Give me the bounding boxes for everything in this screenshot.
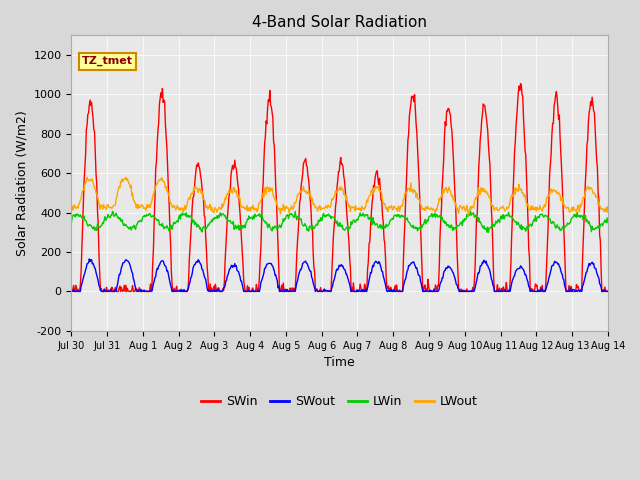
LWout (188, 190, 195, 196)
SWin (133, 288, 141, 294)
LWout (421, 207, 429, 213)
LWout (77, 196, 85, 202)
SWout (77, 283, 85, 289)
Y-axis label: Solar Radiation (W/m2): Solar Radiation (W/m2) (15, 110, 28, 256)
LWin (604, 219, 612, 225)
LWin (420, 219, 428, 225)
SWin (421, 282, 429, 288)
LWin (77, 214, 85, 219)
SWout (421, 288, 429, 294)
SWout (188, 274, 195, 279)
SWin (406, 113, 413, 119)
Line: LWout: LWout (72, 177, 608, 215)
SWin (68, 288, 76, 294)
LWout (133, 202, 141, 207)
LWin (215, 215, 223, 220)
SWin (216, 288, 224, 294)
LWin (187, 213, 195, 219)
LWout (465, 212, 472, 218)
LWin (68, 220, 76, 226)
SWout (133, 288, 141, 294)
LWout (406, 186, 413, 192)
Line: LWin: LWin (72, 211, 608, 232)
Title: 4-Band Solar Radiation: 4-Band Solar Radiation (252, 15, 427, 30)
LWout (604, 204, 612, 210)
Line: SWin: SWin (72, 84, 608, 291)
LWin (467, 208, 474, 214)
LWin (132, 223, 140, 228)
LWin (483, 229, 491, 235)
X-axis label: Time: Time (324, 356, 355, 369)
Line: SWout: SWout (72, 259, 608, 291)
LWout (216, 206, 224, 212)
SWin (516, 81, 524, 86)
Text: TZ_tmet: TZ_tmet (82, 56, 133, 66)
SWin (188, 217, 195, 223)
LWout (122, 174, 130, 180)
Legend: SWin, SWout, LWin, LWout: SWin, SWout, LWin, LWout (196, 390, 483, 413)
SWout (604, 288, 612, 294)
SWin (68, 287, 76, 292)
LWin (404, 219, 412, 225)
SWout (68, 288, 76, 294)
SWin (78, 246, 86, 252)
SWin (604, 288, 612, 294)
SWout (406, 263, 413, 269)
SWout (216, 288, 224, 294)
LWout (68, 203, 76, 209)
SWout (86, 256, 93, 262)
